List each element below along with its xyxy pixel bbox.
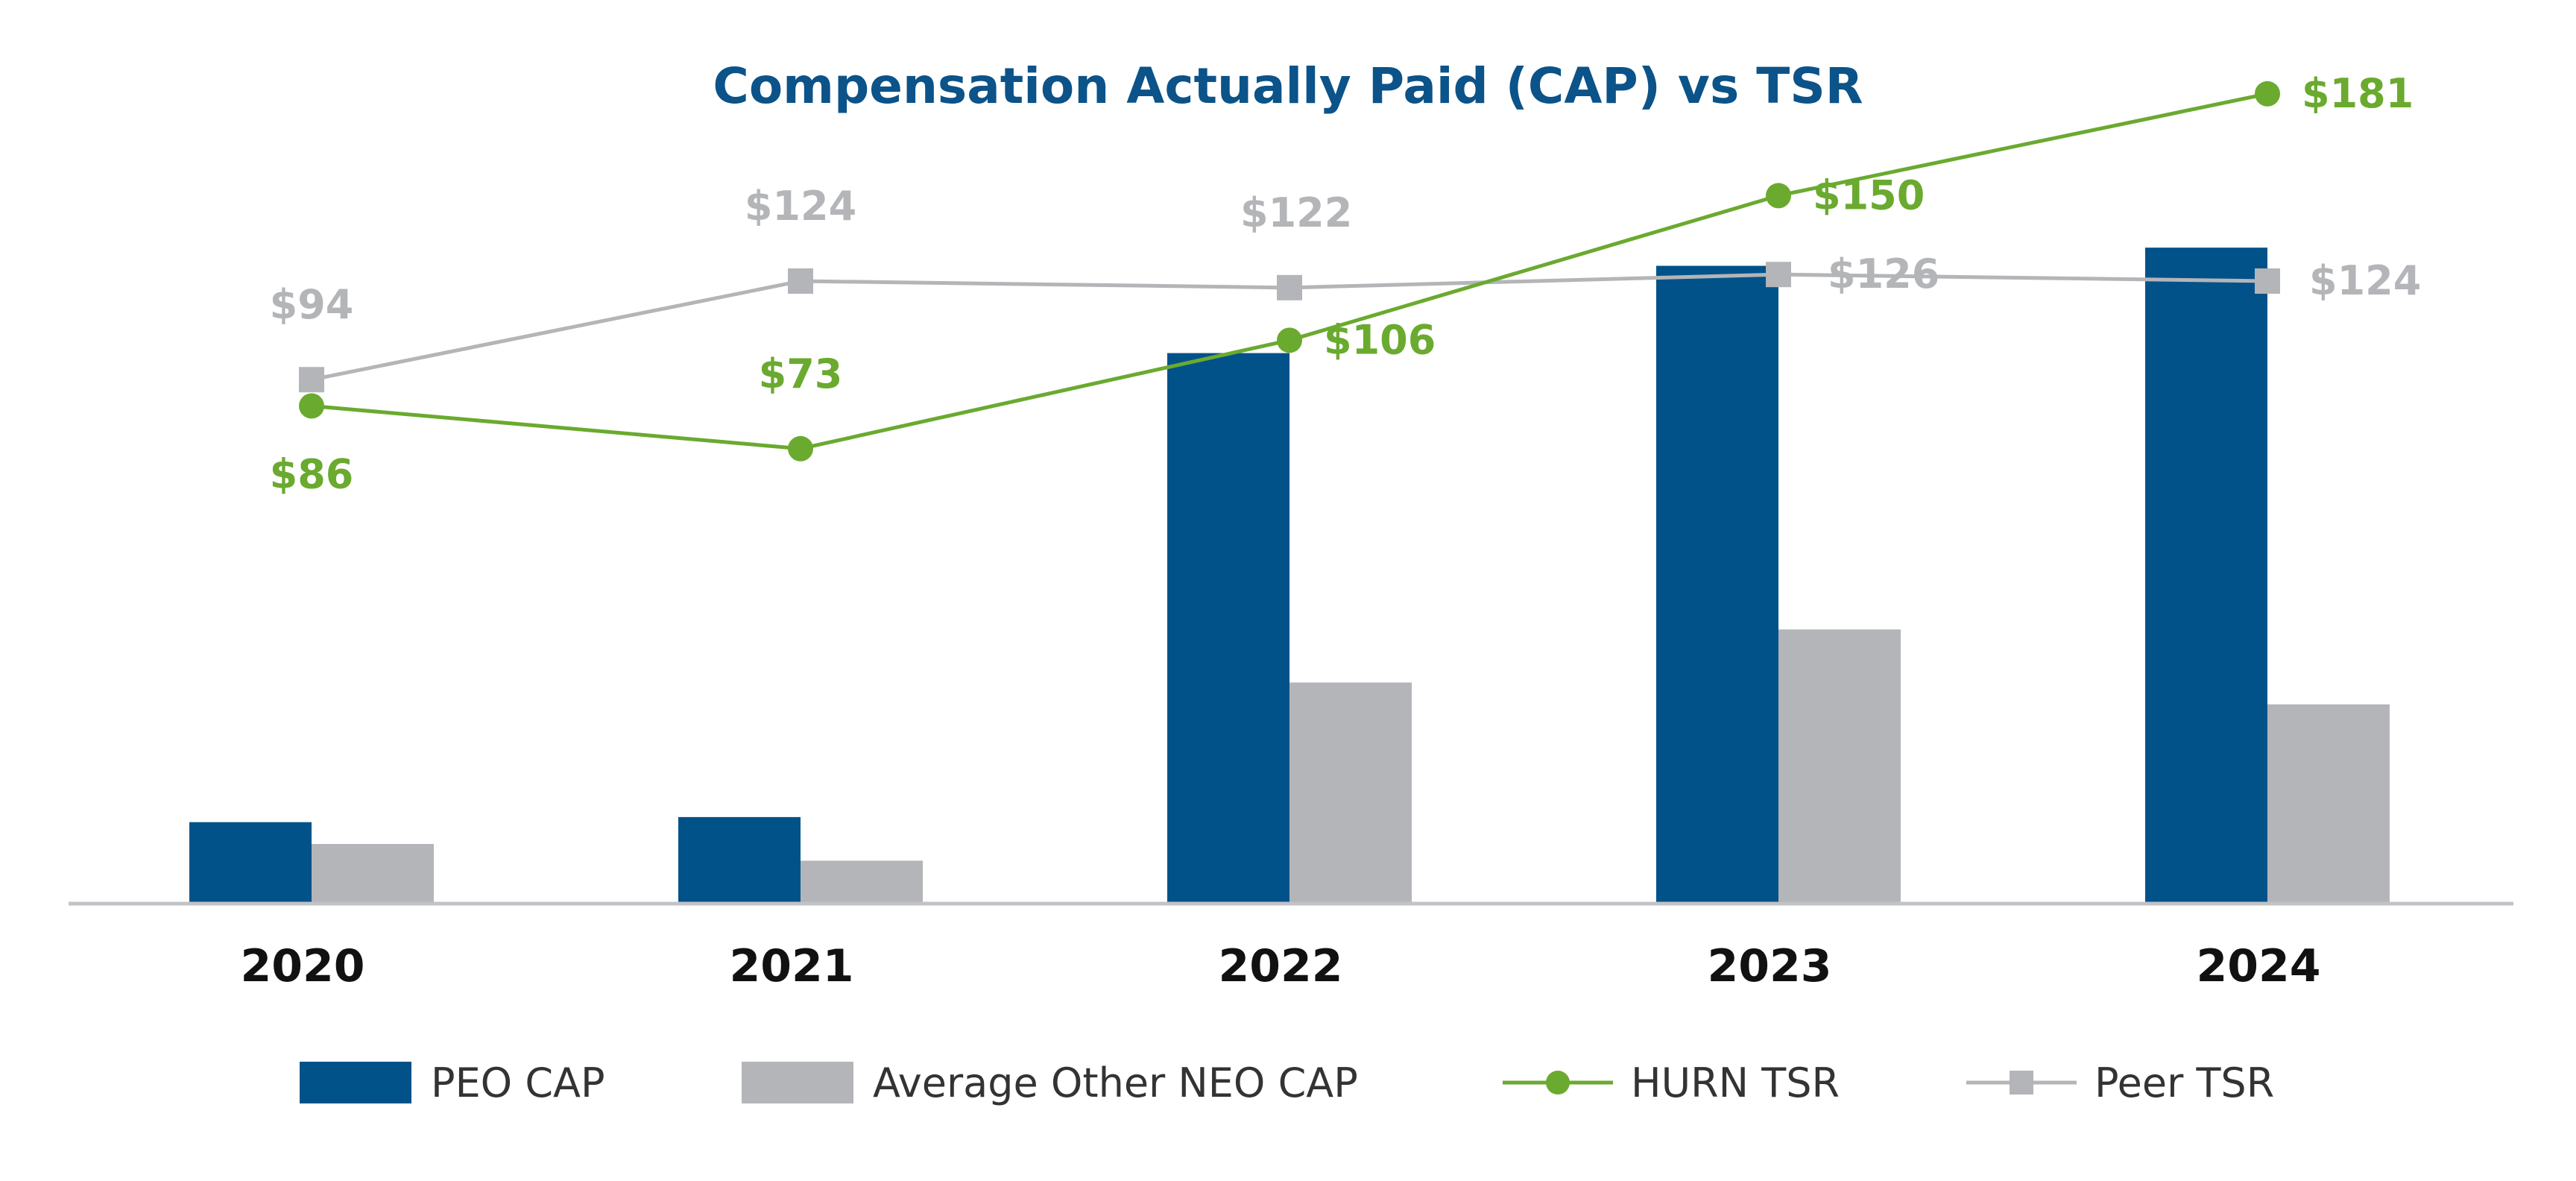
- value-labels: $94 $124 $122 $126 $124 $86 $73 $106 $150 $181: [270, 70, 2422, 498]
- hurn-tsr-marker-2021: [788, 435, 813, 462]
- legend-label-average-other-neo-cap: Average Other NEO CAP: [873, 1059, 1358, 1106]
- peo-cap-bar-2023: [1656, 265, 1778, 903]
- peo-cap-bar-2024: [2145, 248, 2267, 903]
- legend-label-peo-cap: PEO CAP: [431, 1059, 605, 1106]
- average-other-neo-cap-bar-2022: [1289, 682, 1412, 902]
- legend-swatch-average-other-neo-cap: [742, 1062, 853, 1103]
- legend-marker-peer-tsr: [2010, 1071, 2033, 1095]
- average-other-neo-cap-bar-2024: [2267, 704, 2390, 902]
- bars-layer: [189, 248, 2390, 903]
- lines-layer: [299, 81, 2280, 462]
- x-tick-label-2023: 2023: [1708, 940, 1832, 992]
- peer-tsr-value-label-2023: $126: [1828, 251, 1939, 297]
- x-tick-label-2024: 2024: [2197, 940, 2321, 992]
- x-tick-label-2020: 2020: [241, 940, 365, 992]
- legend: PEO CAP Average Other NEO CAP HURN TSR Peer…: [300, 1059, 2274, 1106]
- x-tick-label-2021: 2021: [730, 940, 854, 992]
- legend-label-peer-tsr: Peer TSR: [2094, 1059, 2274, 1106]
- hurn-tsr-marker-2023: [1766, 183, 1791, 209]
- hurn-tsr-marker-2024: [2255, 81, 2280, 107]
- peo-cap-bar-2022: [1167, 353, 1289, 903]
- average-other-neo-cap-bar-2023: [1778, 629, 1901, 902]
- hurn-tsr-value-label-2023: $150: [1813, 171, 1925, 218]
- peer-tsr-marker-2021: [788, 268, 813, 294]
- peer-tsr-value-label-2020: $94: [270, 281, 354, 328]
- peer-tsr-marker-2020: [299, 367, 324, 393]
- peer-tsr-marker-2022: [1277, 274, 1302, 300]
- peer-tsr-value-label-2022: $122: [1240, 189, 1352, 236]
- legend-label-hurn-tsr: HURN TSR: [1631, 1059, 1840, 1106]
- average-other-neo-cap-bar-2020: [312, 843, 434, 902]
- hurn-tsr-marker-2022: [1277, 327, 1302, 353]
- peer-tsr-value-label-2021: $124: [745, 183, 856, 230]
- hurn-tsr-marker-2020: [299, 393, 324, 419]
- chart-title: Compensation Actually Paid (CAP) vs TSR: [713, 57, 1863, 115]
- average-other-neo-cap-bar-2021: [801, 860, 923, 902]
- peo-cap-bar-2020: [189, 822, 312, 902]
- x-tick-label-2022: 2022: [1219, 940, 1343, 992]
- peo-cap-bar-2021: [678, 816, 801, 902]
- year-labels: 2020 2021 2022 2023 2024: [241, 940, 2321, 992]
- hurn-tsr-value-label-2024: $181: [2302, 70, 2414, 117]
- hurn-tsr-value-label-2021: $73: [759, 350, 843, 397]
- peer-tsr-marker-2024: [2255, 268, 2280, 294]
- hurn-tsr-value-label-2020: $86: [270, 450, 354, 497]
- legend-marker-hurn-tsr: [1546, 1071, 1570, 1095]
- legend-swatch-peo-cap: [300, 1062, 411, 1103]
- peer-tsr-value-label-2024: $124: [2309, 257, 2421, 304]
- hurn-tsr-value-label-2022: $106: [1324, 316, 1436, 363]
- peer-tsr-marker-2023: [1766, 262, 1791, 288]
